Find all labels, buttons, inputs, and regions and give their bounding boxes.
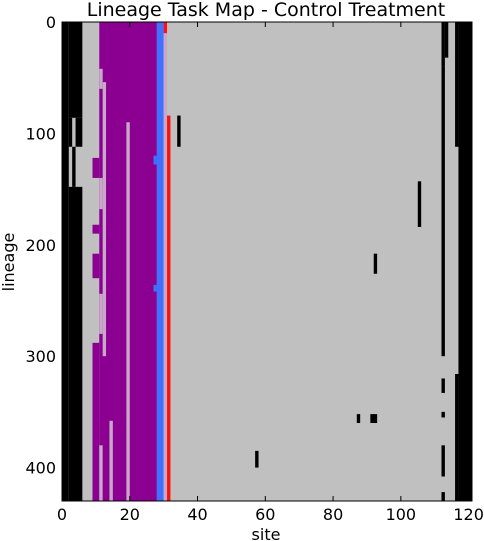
heatmap-cell-purple-9	[92, 253, 100, 279]
heatmap-cell-blue-19	[153, 284, 157, 292]
heatmap-cell-black-31	[444, 22, 449, 58]
heatmap-cell-pink-12	[99, 177, 103, 210]
heatmap-cell-black-34	[441, 411, 445, 418]
heatmap-cell-purple-8	[92, 224, 100, 234]
x-tick-label-20: 20	[120, 505, 140, 524]
x-tick-label-60: 60	[255, 505, 275, 524]
heatmap-cell-purple-10	[92, 342, 100, 501]
y-tick-label-0: 0	[46, 13, 56, 32]
heatmap-cell-black-38	[455, 22, 459, 147]
heatmap-cell-black-30	[441, 22, 445, 67]
heatmap-cell-pink-16	[109, 420, 113, 501]
chart-title: Lineage Task Map - Control Treatment	[87, 0, 446, 21]
heatmap-cell-black-1	[68, 22, 83, 118]
plot-area	[61, 21, 473, 502]
heatmap-cell-black-27	[370, 414, 378, 424]
y-axis-label: lineage	[0, 233, 18, 292]
heatmap-cell-purple-7	[92, 157, 100, 178]
heatmap-cell-black-4	[72, 146, 76, 187]
heatmap-cell-red-22	[163, 22, 168, 34]
x-tick-label-0: 0	[57, 505, 67, 524]
heatmap-cell-pink-13	[99, 293, 103, 334]
heatmap-cell-black-5	[68, 186, 83, 501]
heatmap-cell-black-35	[441, 445, 445, 477]
heatmap-cell-blue-20	[156, 22, 164, 501]
heatmap-cell-black-36	[441, 492, 445, 501]
heatmap-cell-black-33	[441, 378, 445, 393]
heatmap-cell-black-39	[455, 374, 459, 501]
heatmap-cell-black-2	[68, 117, 73, 147]
heatmap-cell-black-3	[75, 117, 83, 147]
heatmap-cell-black-28	[373, 253, 378, 274]
y-tick-label-200: 200	[25, 236, 56, 255]
heatmap-cell-black-24	[177, 115, 181, 147]
y-tick-label-400: 400	[25, 459, 56, 478]
heatmap-cell-red-23	[167, 115, 171, 501]
y-tick-label-300: 300	[25, 347, 56, 366]
heatmap-cell-blue-18	[153, 155, 157, 165]
heatmap-cell-black-32	[441, 66, 445, 357]
x-tick-label-100: 100	[386, 505, 417, 524]
heatmap-cell-black-0	[62, 22, 69, 501]
heatmap-cell-pink-14	[102, 82, 107, 357]
heatmap-cell-pink-21	[163, 33, 168, 501]
x-tick-label-80: 80	[323, 505, 343, 524]
heatmap-cell-black-26	[356, 414, 361, 424]
y-tick-label-100: 100	[25, 124, 56, 143]
x-tick-label-40: 40	[187, 505, 207, 524]
heatmap-cell-pink-15	[126, 122, 130, 501]
heatmap-cells	[62, 22, 472, 501]
x-axis-label: site	[252, 525, 281, 541]
plot-frame	[61, 21, 473, 502]
heatmap-cell-black-37	[458, 22, 472, 501]
heatmap-cell-black-25	[255, 450, 259, 468]
heatmap-cell-pink-11	[99, 68, 103, 89]
y-axis-ticks: 0 100 200 300 400	[25, 13, 472, 478]
x-axis-ticks: 0 20 40 60 80 100 120	[57, 22, 484, 524]
x-tick-label-120: 120	[453, 505, 484, 524]
heatmap-cell-black-29	[417, 181, 422, 227]
heatmap-cell-pink-17	[99, 445, 103, 501]
